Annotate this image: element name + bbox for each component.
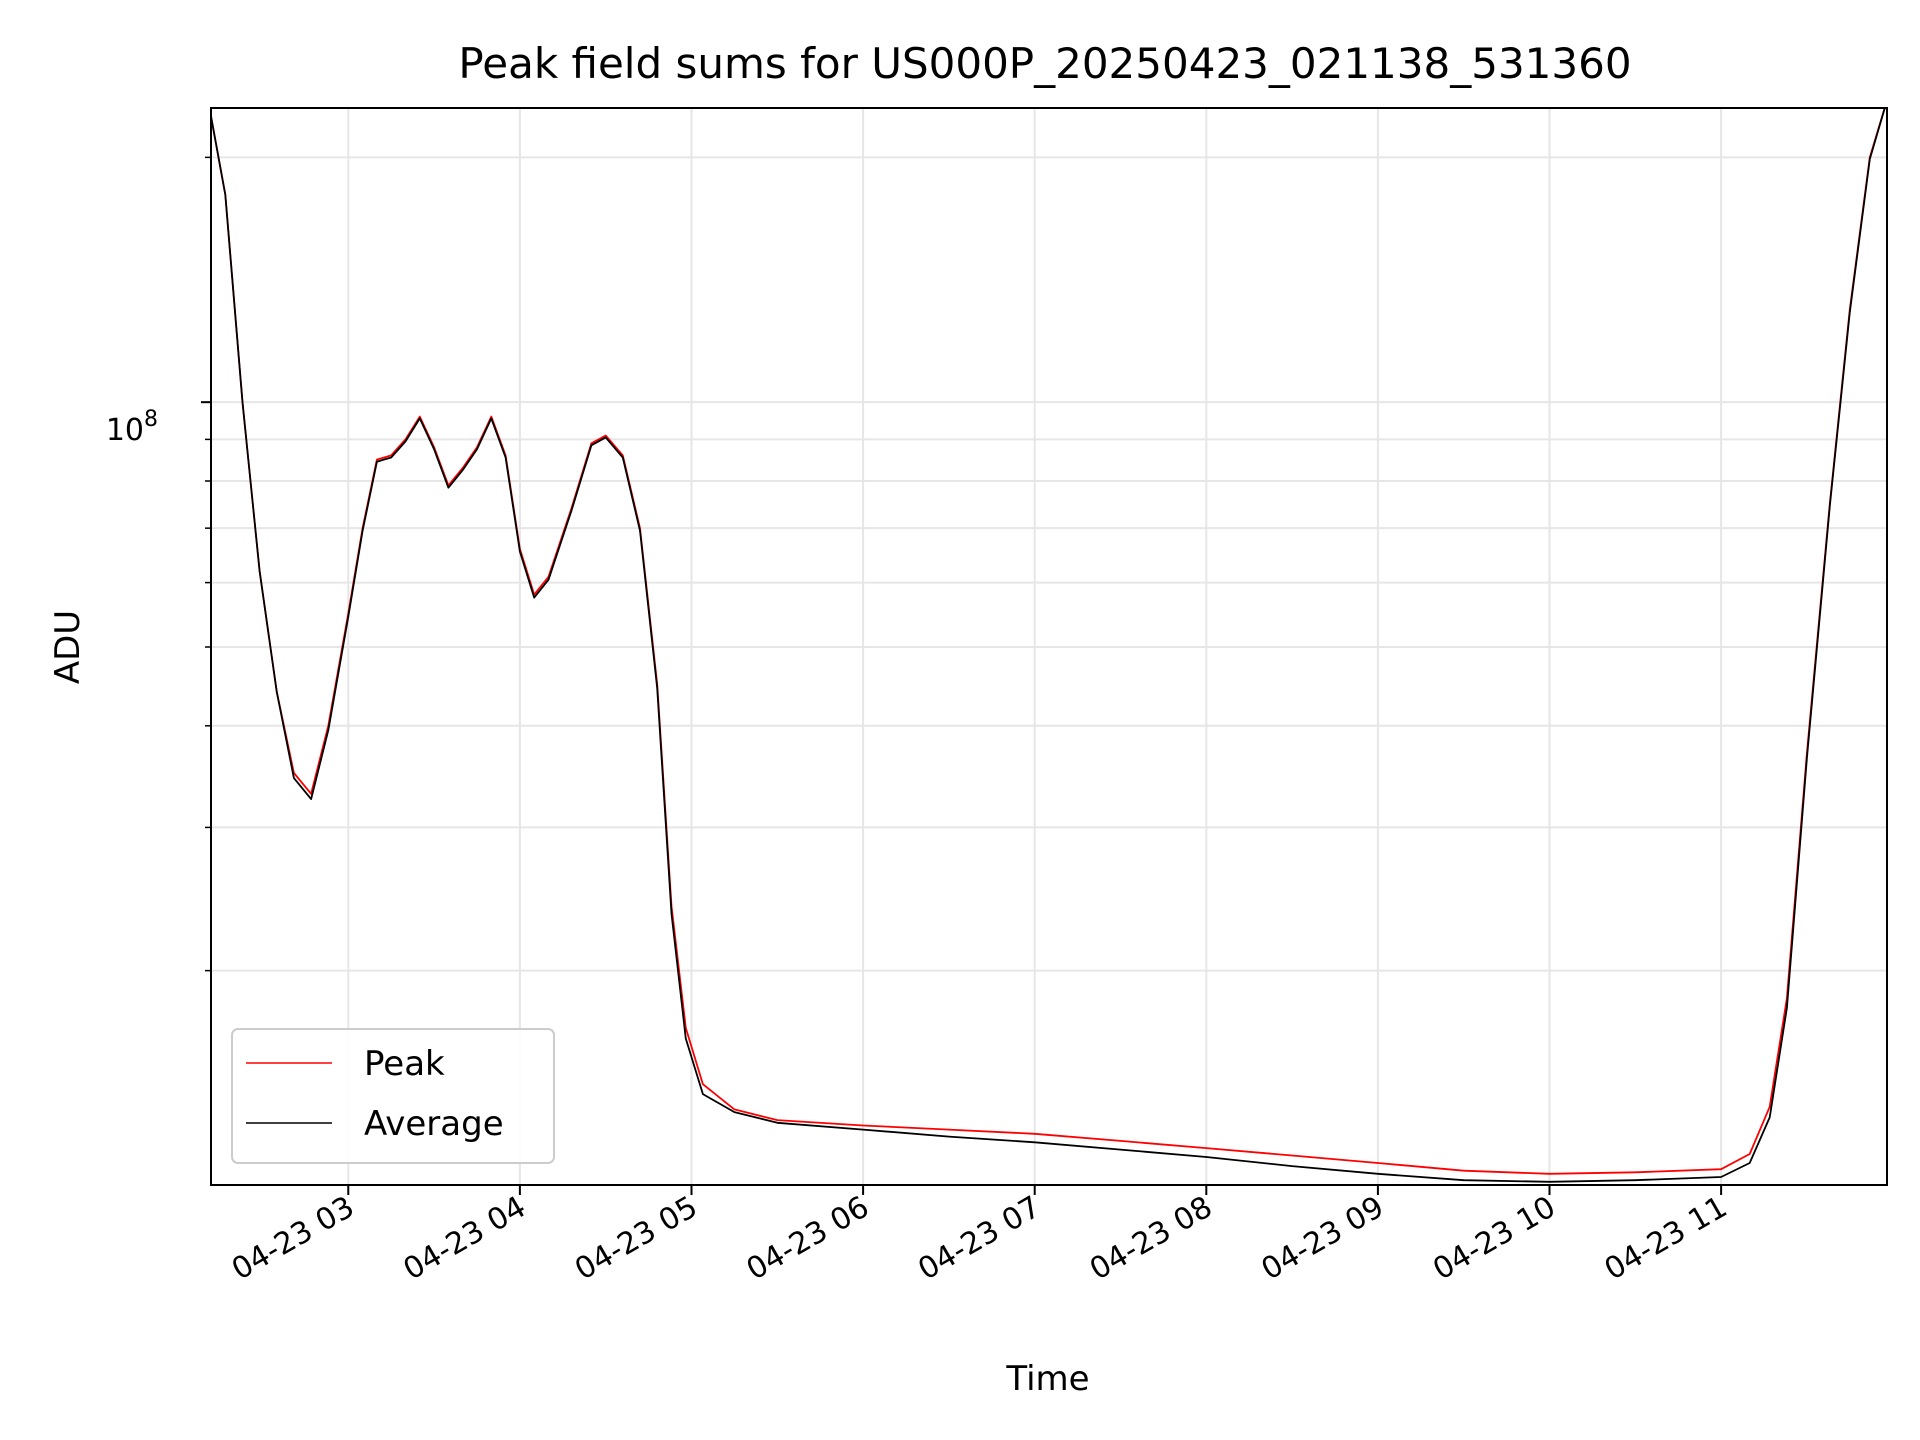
x-tick-label: 04-23 03 [226, 1190, 360, 1288]
series-layer [211, 108, 1886, 1183]
legend-label-peak: Peak [364, 1044, 445, 1084]
grid [211, 108, 1887, 1185]
x-tick-label: 04-23 04 [398, 1190, 532, 1288]
x-tick-label: 04-23 08 [1084, 1190, 1218, 1288]
y-tick-label: 108 [106, 407, 158, 448]
chart-title: Peak field sums for US000P_20250423_0211… [458, 39, 1631, 88]
x-tick-label: 04-23 05 [569, 1190, 703, 1288]
x-tick-label: 04-23 11 [1599, 1190, 1733, 1288]
legend: Peak Average [231, 1028, 555, 1164]
x-axis-label: Time [1005, 1359, 1089, 1399]
x-tick-label: 04-23 09 [1256, 1190, 1390, 1288]
series-line-average [211, 108, 1886, 1183]
legend-label-average: Average [364, 1104, 504, 1144]
y-axis: 108 [106, 156, 211, 972]
x-tick-label: 04-23 06 [741, 1190, 875, 1288]
x-tick-label: 04-23 10 [1427, 1190, 1561, 1288]
x-axis: 04-23 03 04-23 04 04-23 05 04-23 06 04-23 07… [226, 1185, 1733, 1287]
y-tick-exponent: 8 [144, 407, 158, 432]
y-axis-label: ADU [48, 610, 88, 684]
series-line-peak [211, 108, 1886, 1175]
x-tick-label: 04-23 07 [912, 1190, 1046, 1288]
y-tick-base: 10 [106, 413, 144, 448]
